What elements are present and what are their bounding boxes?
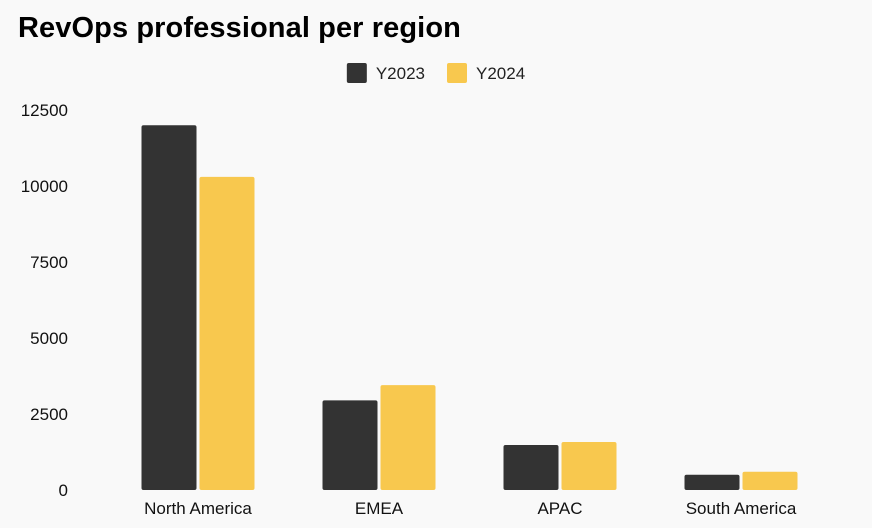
y-tick-label: 7500 [30, 253, 68, 272]
chart-title: RevOps professional per region [18, 12, 461, 44]
y-tick-label: 2500 [30, 405, 68, 424]
x-tick-label: EMEA [355, 499, 404, 518]
bar-y2023-apac[interactable] [503, 445, 559, 490]
x-axis: North America EMEA APAC South America [144, 499, 797, 518]
bar-y2023-south-america[interactable] [684, 474, 740, 490]
y-tick-label: 5000 [30, 329, 68, 348]
x-tick-label: APAC [537, 499, 582, 518]
legend-swatch [447, 63, 467, 83]
y-tick-label: 0 [59, 481, 68, 500]
x-tick-label: North America [144, 499, 252, 518]
x-tick-label: South America [686, 499, 797, 518]
legend-label: Y2024 [476, 64, 525, 83]
bar-y2024-emea[interactable] [380, 385, 436, 490]
y-axis: 0 2500 5000 7500 10000 12500 [21, 101, 68, 500]
bars [141, 125, 798, 490]
bar-y2024-north-america[interactable] [199, 176, 255, 490]
legend-swatch [346, 63, 367, 83]
bar-y2023-north-america[interactable] [141, 125, 197, 490]
bar-y2024-apac[interactable] [561, 441, 617, 490]
bar-y2024-south-america[interactable] [742, 471, 798, 490]
y-tick-label: 12500 [21, 101, 68, 120]
legend: Y2023 Y2024 [346, 63, 525, 83]
bar-y2023-emea[interactable] [322, 400, 378, 490]
legend-item-y2024[interactable]: Y2024 [447, 63, 525, 83]
legend-label: Y2023 [376, 64, 425, 83]
y-tick-label: 10000 [21, 177, 68, 196]
legend-item-y2023[interactable]: Y2023 [346, 63, 425, 83]
